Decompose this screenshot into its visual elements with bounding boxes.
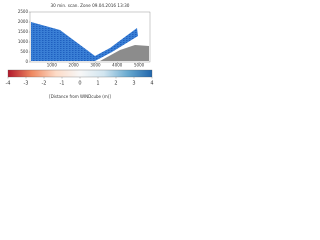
colorbar-tick-label: -1 (60, 81, 65, 87)
colorbar-tick-label: 2 (114, 81, 117, 87)
y-tick-label: 0 (25, 59, 28, 64)
chart-title: 30 min. scan. Zone 09.04.2016 13:30 (51, 3, 130, 8)
colorbar-label: [Distance from WINDcube (m)] (49, 94, 111, 99)
colorbar-tick-label: -2 (42, 81, 47, 87)
y-tick-label: 1000 (18, 39, 29, 44)
x-tick-label: 3000 (90, 63, 101, 68)
y-tick-label: 2000 (18, 19, 29, 24)
colorbar-tick-label: 1 (96, 81, 99, 87)
colorbar-tick-label: 0 (78, 81, 81, 87)
colorbar-tick-label: 3 (132, 81, 135, 87)
x-tick-label: 1000 (47, 63, 58, 68)
colorbar-tick-label: -4 (6, 81, 11, 87)
colorbar-tick-label: -3 (24, 81, 29, 87)
y-tick-label: 500 (20, 49, 28, 54)
y-tick-label: 1500 (18, 29, 29, 34)
colorbar (7, 69, 153, 78)
chart: 30 min. scan. Zone 09.04.2016 13:30 [Dis… (6, 3, 154, 99)
x-tick-label: 2000 (69, 63, 80, 68)
terrain (100, 45, 149, 61)
scan-field (31, 22, 138, 61)
x-tick-label: 4000 (112, 63, 123, 68)
y-tick-label: 2500 (18, 9, 29, 14)
colorbar-tick-label: 4 (150, 81, 153, 87)
x-tick-label: 5000 (134, 63, 145, 68)
